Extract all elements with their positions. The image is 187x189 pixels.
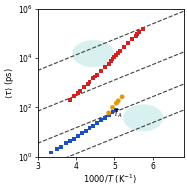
Point xyxy=(88,127,91,130)
Point xyxy=(55,148,58,151)
Point xyxy=(99,70,102,73)
Point xyxy=(122,46,125,49)
Y-axis label: $\langle\tau\rangle$ (ps): $\langle\tau\rangle$ (ps) xyxy=(4,67,16,99)
X-axis label: 1000/$T$ (K$^{-1}$): 1000/$T$ (K$^{-1}$) xyxy=(83,172,138,186)
Point xyxy=(115,108,118,111)
Point xyxy=(119,50,122,53)
Point xyxy=(134,34,137,37)
Point xyxy=(117,52,120,55)
Point xyxy=(121,95,124,98)
Point xyxy=(92,124,95,127)
Point xyxy=(107,112,110,115)
Point xyxy=(111,111,114,114)
Point xyxy=(76,92,79,95)
Point xyxy=(65,142,68,145)
Point xyxy=(73,137,76,140)
Point xyxy=(126,42,129,45)
Point xyxy=(103,116,106,119)
Point xyxy=(50,151,53,154)
Point xyxy=(111,106,114,109)
Point xyxy=(130,38,133,41)
Point xyxy=(99,119,102,122)
Point xyxy=(73,95,76,98)
Point xyxy=(115,102,118,105)
Point xyxy=(78,90,81,93)
Point xyxy=(103,66,106,69)
Point xyxy=(86,82,89,85)
Point xyxy=(115,54,118,57)
Point xyxy=(136,32,139,35)
Point xyxy=(96,122,99,125)
Polygon shape xyxy=(123,104,163,131)
Polygon shape xyxy=(72,40,114,67)
Point xyxy=(69,98,72,101)
Point xyxy=(111,58,114,61)
Point xyxy=(138,31,141,34)
Point xyxy=(109,60,112,63)
Point xyxy=(59,146,62,149)
Point xyxy=(107,62,110,65)
Point xyxy=(76,135,79,138)
Point xyxy=(142,28,145,31)
Point xyxy=(113,56,116,59)
Point xyxy=(96,73,99,76)
Point xyxy=(69,139,72,142)
Point xyxy=(107,113,110,116)
Text: $T_A$: $T_A$ xyxy=(113,108,122,120)
Point xyxy=(84,129,87,132)
Point xyxy=(82,86,85,89)
Point xyxy=(92,77,95,80)
Point xyxy=(88,80,91,83)
Point xyxy=(80,132,83,135)
Point xyxy=(117,99,120,102)
Point xyxy=(94,75,97,78)
